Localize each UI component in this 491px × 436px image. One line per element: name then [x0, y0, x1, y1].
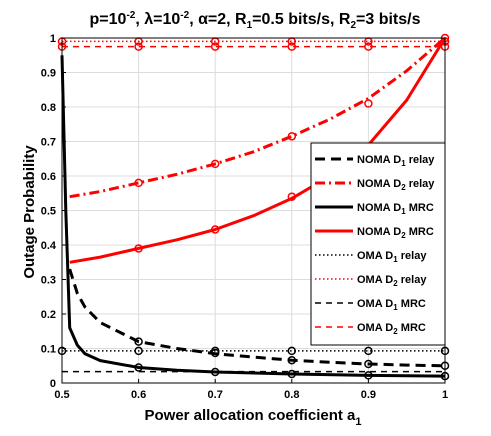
legend-label: NOMA D2 relay [357, 178, 435, 192]
data-point-marker [210, 346, 220, 356]
y-tick-label: 0.3 [41, 275, 56, 287]
x-tick-label: 1 [442, 389, 448, 401]
x-tick-label: 0.8 [284, 389, 299, 401]
legend-label: OMA D2 relay [357, 274, 427, 288]
data-point-marker [210, 225, 220, 234]
data-point-marker [364, 359, 373, 369]
legend-label: NOMA D1 relay [357, 154, 435, 168]
y-tick-label: 0.4 [41, 240, 57, 252]
data-point-marker [287, 369, 297, 379]
x-tick-label: 0.9 [361, 389, 376, 401]
legend-label: NOMA D2 MRC [357, 226, 434, 240]
series-line [69, 37, 447, 264]
series-3 [60, 55, 450, 381]
y-tick-label: 1 [50, 33, 56, 45]
y-tick-label: 0.8 [41, 102, 56, 114]
y-tick-label: 0.1 [41, 344, 56, 356]
y-tick-label: 0.7 [41, 137, 56, 149]
x-tick-label: 0.7 [208, 389, 223, 401]
legend-label: OMA D1 relay [357, 250, 427, 264]
legend-label: OMA D1 MRC [357, 298, 426, 312]
legend-box [310, 142, 446, 346]
series-layer [57, 33, 450, 381]
data-point-marker [210, 159, 220, 169]
data-point-marker [287, 132, 297, 141]
x-tick-label: 0.6 [131, 389, 146, 401]
y-axis-label: Outage Probability [21, 145, 38, 279]
x-tick-label: 0.5 [54, 389, 69, 401]
data-point-marker [134, 337, 143, 346]
y-tick-label: 0.2 [41, 309, 56, 321]
data-point-marker [134, 363, 143, 372]
data-point-marker [364, 346, 373, 356]
series-line [60, 55, 446, 378]
data-point-marker [134, 42, 143, 51]
data-point-marker [134, 346, 143, 356]
legend-label: NOMA D1 MRC [357, 202, 434, 216]
data-point-marker [364, 99, 373, 108]
data-point-marker [364, 42, 373, 51]
data-point-marker [287, 355, 297, 365]
y-tick-label: 0.9 [41, 68, 56, 80]
y-tick-label: 0.5 [41, 206, 56, 218]
data-point-marker [210, 42, 220, 51]
legend: NOMA D1 relay NOMA D2 relay NOMA D1 MRC NOM… [310, 142, 446, 346]
data-point-marker [134, 178, 143, 188]
x-axis-label: Power allocation coefficient a1 [144, 407, 361, 428]
data-point-marker [364, 371, 373, 380]
legend-label: OMA D2 MRC [357, 322, 426, 336]
chart-title: p=10-2, λ=10-2, α=2, R1=0.5 bits/s, R2=3… [90, 10, 421, 31]
data-point-marker [287, 42, 297, 51]
y-tick-label: 0.6 [41, 171, 56, 183]
data-point-marker [287, 346, 297, 356]
series-line [69, 36, 446, 199]
y-tick-label: 0 [50, 378, 56, 390]
axis-ticks: 0.5 0.6 0.7 0.8 0.9 1 0 0.1 0.2 0.3 0.4 0.5 0.6 0.7 0.… [41, 33, 448, 401]
data-point-marker [134, 244, 143, 253]
data-point-marker [287, 192, 297, 201]
